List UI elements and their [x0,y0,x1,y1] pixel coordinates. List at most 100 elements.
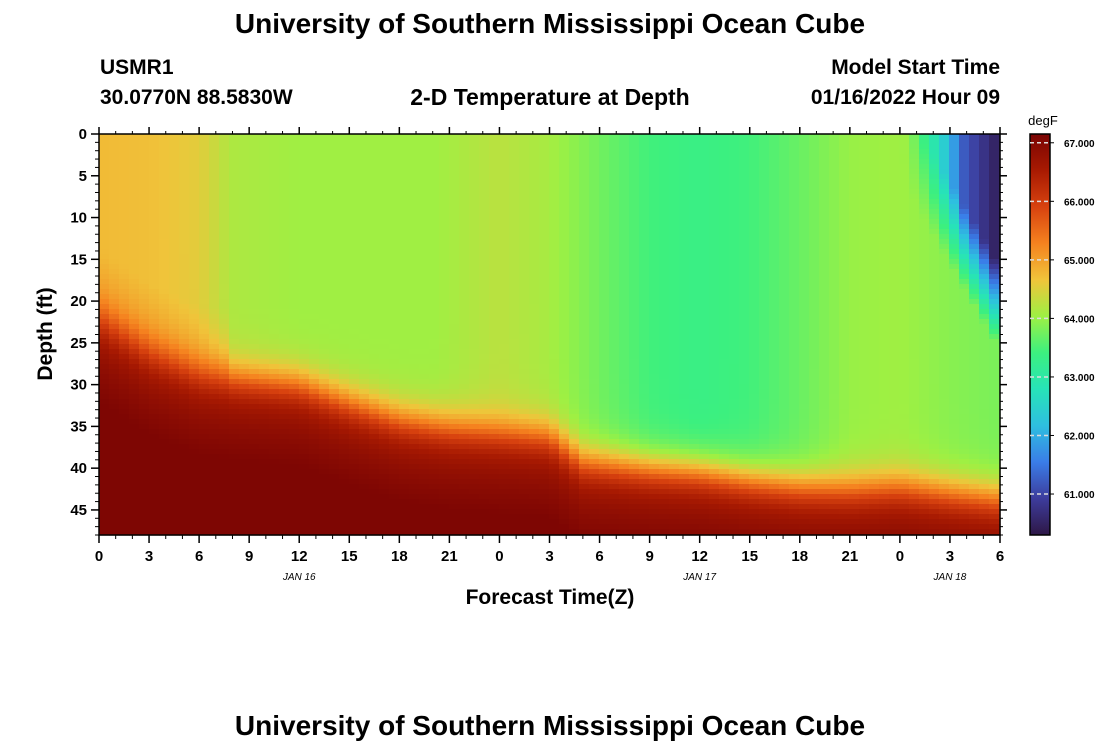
heatmap-cell [459,149,470,155]
heatmap-cell [529,319,540,325]
heatmap-cell [649,219,660,225]
heatmap-cell [479,284,490,290]
heatmap-cell [499,269,510,275]
heatmap-cell [189,179,200,185]
heatmap-cell [529,384,540,390]
heatmap-cell [99,399,110,405]
heatmap-cell [209,439,220,445]
heatmap-cell [529,174,540,180]
heatmap-cell [249,399,260,405]
heatmap-cell [659,509,670,515]
heatmap-cell [199,189,210,195]
heatmap-cell [199,509,210,515]
heatmap-cell [329,504,340,510]
heatmap-cell [489,299,500,305]
heatmap-cell [619,139,630,145]
heatmap-cell [179,494,190,500]
heatmap-cell [479,419,490,425]
heatmap-cell [109,304,120,310]
heatmap-cell [279,204,290,210]
heatmap-cell [409,224,420,230]
heatmap-cell [589,299,600,305]
heatmap-cell [539,409,550,415]
heatmap-cell [699,334,710,340]
heatmap-cell [579,529,590,535]
heatmap-cell [589,404,600,410]
heatmap-cell [349,339,360,345]
heatmap-cell [209,184,220,190]
heatmap-cell [419,139,430,145]
heatmap-cell [489,204,500,210]
heatmap-cell [189,414,200,420]
heatmap-cell [539,219,550,225]
heatmap-cell [529,179,540,185]
heatmap-cell [279,244,290,250]
heatmap-cell [269,319,280,325]
heatmap-cell [389,469,400,475]
heatmap-cell [349,219,360,225]
heatmap-cell [239,519,250,525]
heatmap-cell [229,504,240,510]
heatmap-cell [509,464,520,470]
heatmap-cell [399,244,410,250]
heatmap-cell [359,484,370,490]
heatmap-cell [489,144,500,150]
heatmap-cell [139,399,150,405]
heatmap-cell [709,319,720,325]
heatmap-cell [309,164,320,170]
heatmap-cell [519,369,530,375]
heatmap-cell [609,214,620,220]
heatmap-cell [329,254,340,260]
heatmap-cell [569,519,580,525]
heatmap-cell [359,349,370,355]
heatmap-cell [469,234,480,240]
heatmap-cell [419,529,430,535]
heatmap-cell [249,374,260,380]
heatmap-cell [109,139,120,145]
heatmap-cell [389,334,400,340]
heatmap-cell [439,469,450,475]
heatmap-cell [709,254,720,260]
heatmap-cell [169,529,180,535]
heatmap-cell [649,364,660,370]
heatmap-cell [319,224,330,230]
heatmap-cell [379,439,390,445]
heatmap-cell [259,174,270,180]
heatmap-cell [139,464,150,470]
heatmap-cell [199,279,210,285]
heatmap-cell [569,134,580,140]
heatmap-cell [639,484,650,490]
heatmap-cell [159,299,170,305]
heatmap-cell [469,314,480,320]
heatmap-cell [419,399,430,405]
heatmap-cell [299,399,310,405]
heatmap-cell [609,389,620,395]
heatmap-cell [269,439,280,445]
heatmap-cell [649,369,660,375]
heatmap-cell [119,264,130,270]
heatmap-cell [329,139,340,145]
heatmap-cell [419,304,430,310]
heatmap-cell [639,529,650,535]
heatmap-cell [609,334,620,340]
heatmap-cell [319,449,330,455]
heatmap-cell [559,294,570,300]
heatmap-cell [479,479,490,485]
heatmap-cell [569,399,580,405]
heatmap-cell [439,474,450,480]
heatmap-cell [619,149,630,155]
heatmap-cell [209,279,220,285]
heatmap-cell [519,279,530,285]
heatmap-cell [539,459,550,465]
heatmap-cell [169,304,180,310]
heatmap-cell [529,394,540,400]
heatmap-cell [629,384,640,390]
heatmap-cell [319,244,330,250]
heatmap-cell [509,509,520,515]
heatmap-cell [209,274,220,280]
heatmap-cell [639,429,650,435]
heatmap-cell [459,394,470,400]
heatmap-cell [119,134,130,140]
heatmap-cell [679,434,690,440]
heatmap-cell [579,354,590,360]
